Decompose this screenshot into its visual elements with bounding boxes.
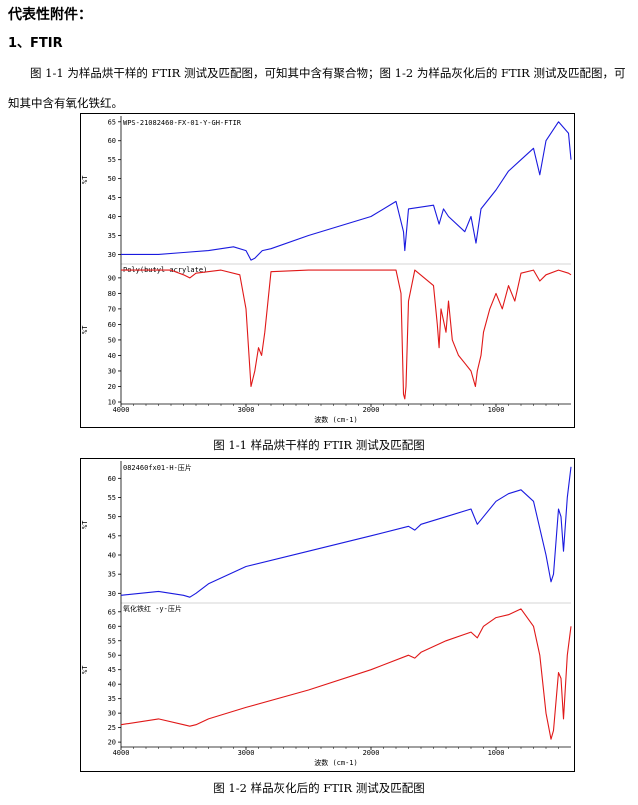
y-tick-label: 60 [108, 321, 116, 329]
y-tick-label: 45 [108, 666, 116, 674]
y-tick-label: 60 [108, 623, 116, 631]
panel-2-reference-label: 氧化铁红 -y-压片 [123, 604, 182, 613]
y-tick-label: 30 [108, 590, 116, 598]
panel-1-y-label: %T [81, 520, 89, 529]
y-tick-label: 55 [108, 156, 116, 164]
x-tick-label: 3000 [238, 749, 255, 757]
y-tick-label: 20 [108, 739, 116, 747]
y-tick-label: 30 [108, 367, 116, 375]
y-tick-label: 50 [108, 336, 116, 344]
y-tick-label: 45 [108, 532, 116, 540]
panel-1-spectrum-label: 082460fx01-H-压片 [123, 463, 192, 472]
y-tick-label: 40 [108, 552, 116, 560]
figure-1-plot-area: 4000 3000 2000 1000 65 60 55 50 45 40 35 30 90 80 70 60… [108, 116, 572, 414]
panel-1-y-label: %T [81, 175, 89, 184]
y-tick-label: 10 [108, 399, 116, 407]
spectrum-line-sample [120, 466, 572, 598]
y-tick-label: 30 [108, 251, 116, 259]
y-tick-label: 50 [108, 175, 116, 183]
x-axis-label: 波数 (cm-1) [314, 758, 358, 767]
y-tick-label: 20 [108, 383, 116, 391]
y-tick-label: 65 [108, 608, 116, 616]
spectrum-line-sample [121, 121, 572, 261]
x-axis-label: 波数 (cm-1) [314, 415, 358, 424]
y-tick-label: 35 [108, 571, 116, 579]
y-tick-label: 55 [108, 637, 116, 645]
x-tick-label: 1000 [488, 406, 505, 414]
y-tick-label: 45 [108, 194, 116, 202]
attachment-heading: 代表性附件： [8, 7, 92, 23]
y-tick-label: 50 [108, 513, 116, 521]
spectrum-line-reference [120, 608, 572, 740]
figure-2-plot-area: 4000 3000 2000 1000 60 55 50 45 40 35 30 65 60 55 50 45… [108, 461, 572, 757]
y-tick-label: 25 [108, 724, 116, 732]
y-tick-label: 65 [108, 118, 116, 126]
y-tick-label: 55 [108, 494, 116, 502]
description-paragraph: 图 1-1 为样品烘干样的 FTIR 测试及匹配图，可知其中含有聚合物；图 1-… [8, 66, 626, 110]
x-tick-label: 1000 [488, 749, 505, 757]
x-tick-label: 4000 [113, 749, 130, 757]
spectrum-line-reference [121, 269, 572, 400]
y-tick-label: 50 [108, 652, 116, 660]
figure-2-svg: 082460fx01-H-压片 氧化铁红 -y-压片 %T %T 波数 (cm-… [81, 461, 572, 767]
x-tick-label: 2000 [363, 406, 380, 414]
y-tick-label: 40 [108, 352, 116, 360]
x-tick-label: 4000 [113, 406, 130, 414]
x-tick-label: 3000 [238, 406, 255, 414]
y-tick-label: 40 [108, 681, 116, 689]
panel-1-spectrum-label: WPS-21082460-FX-01-Y-GH-FTIR [123, 119, 242, 127]
figure-1-ftir-chart: WPS-21082460-FX-01-Y-GH-FTIR Poly(butyl … [80, 113, 575, 428]
figure-2-caption: 图 1-2 样品灰化后的 FTIR 测试及匹配图 [213, 781, 425, 795]
y-tick-label: 35 [108, 695, 116, 703]
y-tick-label: 60 [108, 475, 116, 483]
section-title: 1、FTIR [8, 36, 63, 51]
y-tick-label: 30 [108, 710, 116, 718]
y-tick-label: 35 [108, 232, 116, 240]
panel-2-y-label: %T [81, 325, 89, 334]
y-tick-label: 70 [108, 305, 116, 313]
x-tick-label: 2000 [363, 749, 380, 757]
figure-1-svg: WPS-21082460-FX-01-Y-GH-FTIR Poly(butyl … [81, 116, 572, 424]
y-tick-label: 90 [108, 274, 116, 282]
panel-2-y-label: %T [81, 665, 89, 674]
y-tick-label: 60 [108, 137, 116, 145]
figure-1-caption: 图 1-1 样品烘干样的 FTIR 测试及匹配图 [213, 438, 425, 452]
y-tick-label: 80 [108, 290, 116, 298]
figure-2-ftir-chart: 082460fx01-H-压片 氧化铁红 -y-压片 %T %T 波数 (cm-… [80, 458, 575, 772]
y-tick-label: 40 [108, 213, 116, 221]
